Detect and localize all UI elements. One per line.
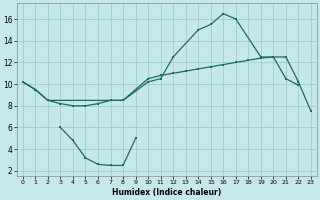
X-axis label: Humidex (Indice chaleur): Humidex (Indice chaleur) bbox=[112, 188, 221, 197]
